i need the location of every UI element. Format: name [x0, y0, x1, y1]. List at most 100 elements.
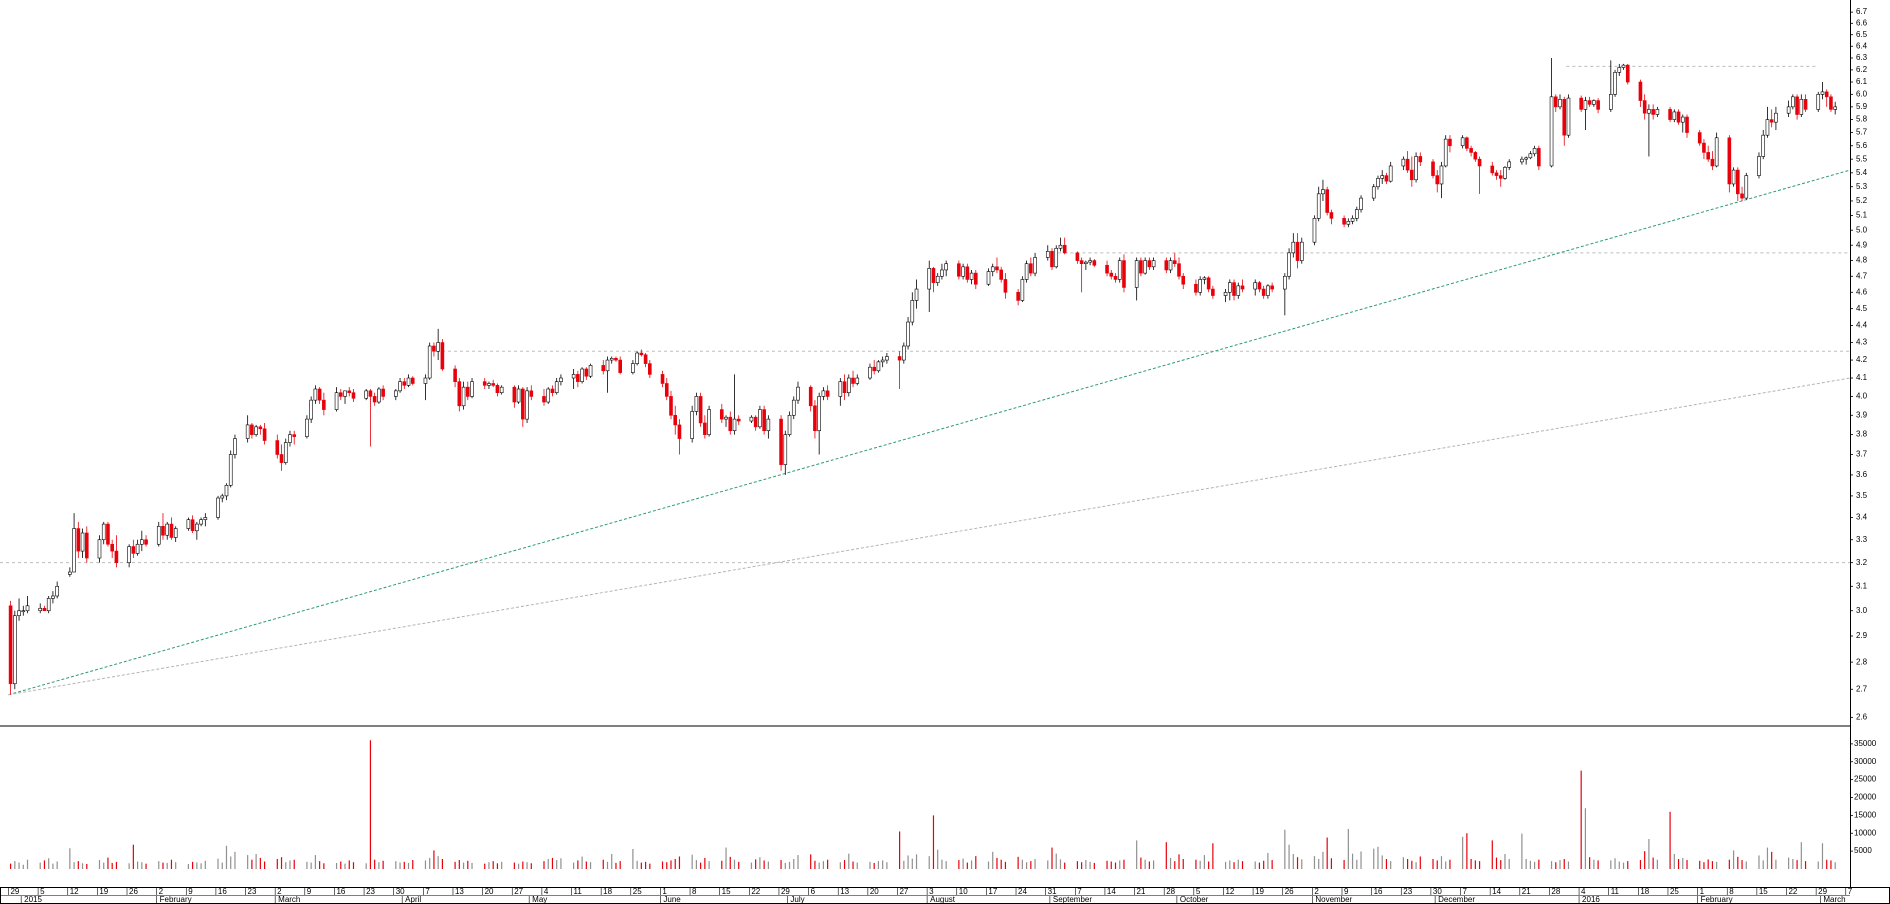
candle-body: [1757, 156, 1761, 176]
candle-body: [542, 396, 546, 403]
candle-body: [190, 519, 195, 532]
candle-body: [1295, 241, 1300, 261]
candle-body: [1371, 186, 1376, 199]
x-tick-label: 27: [899, 887, 908, 896]
x-tick-label: 28: [1166, 887, 1175, 896]
candle-body: [38, 607, 43, 612]
candle-body: [1054, 247, 1059, 268]
candle-body: [487, 383, 491, 386]
y-tick-label: 4.1: [1856, 373, 1868, 382]
candle-body: [1291, 241, 1296, 254]
candle-body: [1105, 264, 1109, 274]
candle-body: [1642, 100, 1647, 114]
candle-body: [1401, 158, 1406, 167]
candle-body: [101, 523, 106, 541]
y-tick-label: 3.2: [1856, 558, 1868, 567]
candle-body: [233, 438, 237, 455]
x-tick-label: 7: [1077, 887, 1082, 896]
candle-body: [80, 532, 85, 552]
candle-body: [1820, 91, 1825, 95]
candle-body: [1625, 64, 1630, 83]
candle-body: [1143, 260, 1147, 274]
month-label: February: [160, 895, 192, 904]
candle-body: [402, 381, 407, 386]
candle-body: [432, 345, 436, 352]
candle-body: [1494, 172, 1499, 176]
candle-body: [313, 388, 318, 401]
y-tick-label: 5.4: [1856, 168, 1868, 177]
candle-body: [1553, 96, 1558, 108]
month-label: July: [790, 895, 804, 904]
candle-body: [17, 610, 21, 617]
y-tick-label: 6.3: [1856, 53, 1868, 62]
x-tick-label: 11: [574, 887, 583, 896]
candle-body: [220, 495, 225, 499]
candle-body: [588, 365, 593, 377]
candle-body: [1079, 260, 1084, 264]
candle-body: [1316, 193, 1321, 219]
candle-body: [1490, 165, 1495, 174]
candle-body: [724, 416, 728, 420]
x-tick-label: 16: [218, 887, 227, 896]
candle-body: [817, 396, 821, 432]
y-tick-label: 4.5: [1856, 304, 1868, 313]
candle-body: [1583, 100, 1588, 110]
candle-body: [1621, 64, 1626, 68]
trendline: [8, 377, 1851, 696]
candle-body: [76, 528, 81, 552]
candle-body: [1113, 275, 1118, 280]
candle-body: [618, 359, 622, 373]
candle-body: [195, 523, 199, 532]
candle-body: [203, 517, 208, 520]
candle-body: [491, 383, 495, 386]
candle-body: [1803, 99, 1808, 110]
candle-body: [1003, 279, 1008, 293]
candle-body: [855, 377, 860, 384]
candle-body: [351, 392, 356, 399]
candle-body: [1774, 112, 1778, 123]
y-tick-label: 3.5: [1856, 491, 1868, 500]
y-tick-label: 4.6: [1856, 287, 1868, 296]
candle-body: [838, 381, 843, 397]
candle-body: [521, 388, 525, 420]
candle-body: [1617, 67, 1622, 73]
candle-body: [851, 377, 855, 384]
month-label: 2015: [24, 895, 42, 904]
candle-body: [1084, 261, 1088, 264]
candle-body: [1283, 275, 1287, 290]
candle-body: [749, 416, 754, 422]
candle-body: [42, 607, 47, 612]
volume-tick-label: 15000: [1854, 810, 1877, 819]
candle-body: [410, 377, 415, 384]
candle-body: [758, 409, 762, 428]
volume-tick-label: 10000: [1854, 828, 1877, 837]
x-tick-label: 1: [1700, 887, 1705, 896]
candle-body: [1528, 153, 1533, 159]
x-tick-label: 23: [366, 887, 375, 896]
y-tick-label: 5.2: [1856, 196, 1868, 205]
candle-body: [1736, 169, 1740, 195]
candle-body: [846, 377, 851, 394]
candle-body: [1020, 279, 1025, 301]
candle-body: [1346, 220, 1351, 225]
candle-body: [1206, 277, 1211, 290]
y-tick-label: 4.0: [1856, 392, 1868, 401]
y-tick-label: 4.2: [1856, 355, 1868, 364]
candle-body: [1414, 156, 1418, 181]
volume-tick-label: 35000: [1854, 739, 1877, 748]
candle-body: [317, 388, 322, 401]
candle-body: [1062, 244, 1067, 254]
candle-body: [1668, 109, 1672, 120]
candle-body: [1168, 260, 1173, 271]
candle-body: [13, 615, 17, 685]
candle-body: [114, 550, 119, 563]
candle-body: [245, 424, 250, 439]
candle-body: [165, 523, 170, 536]
candle-body: [783, 434, 788, 465]
candle-body: [461, 386, 466, 407]
x-tick-label: 30: [1433, 887, 1442, 896]
candle-body: [161, 526, 165, 536]
candle-body: [334, 392, 339, 410]
x-tick-label: 2: [159, 887, 164, 896]
candle-body: [1816, 94, 1821, 110]
